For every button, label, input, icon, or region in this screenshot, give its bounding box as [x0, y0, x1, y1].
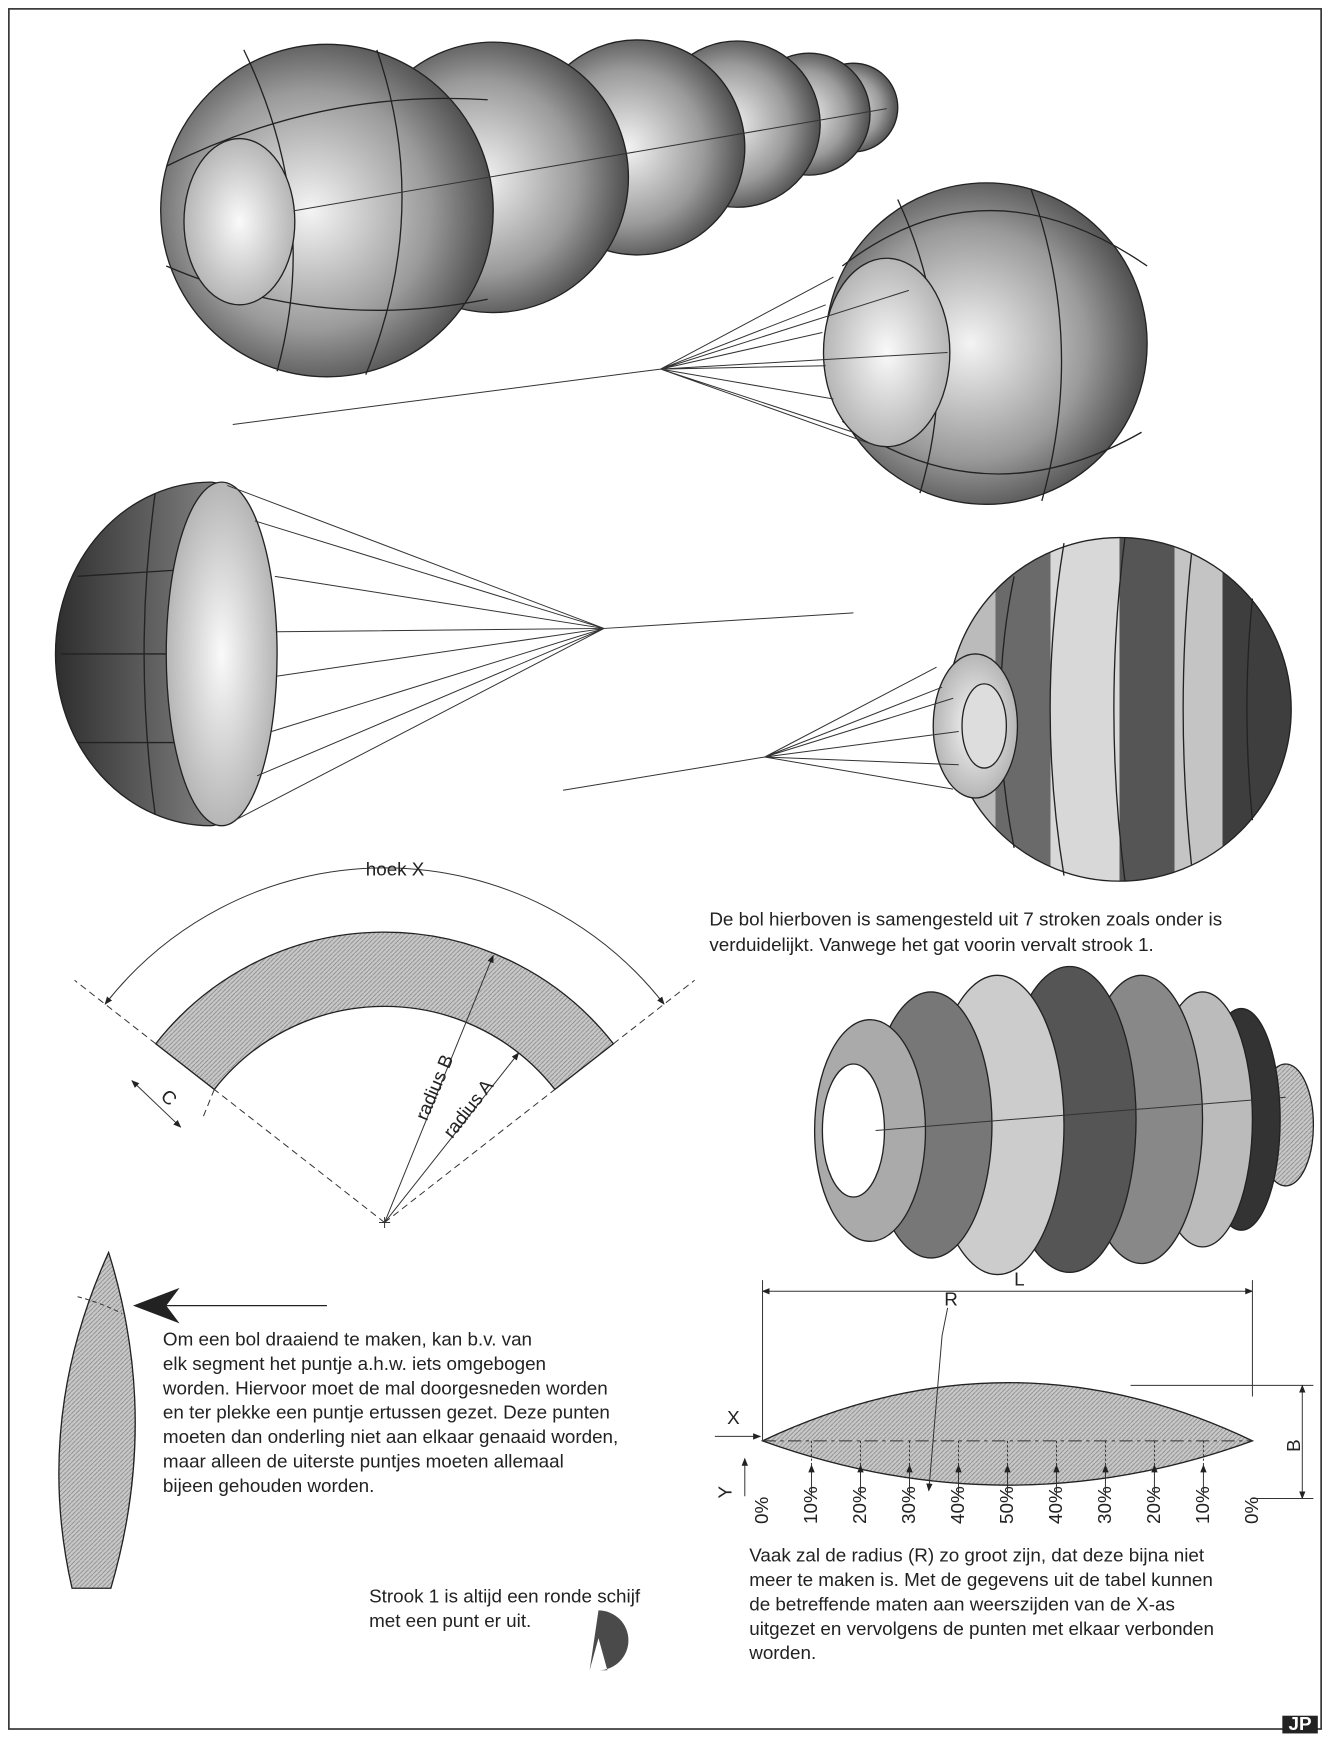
- sphere-note: De bol hierboven is samengesteld uit 7 s…: [709, 908, 1222, 954]
- diagram-page: hoek X radius B radius A C Om een bol dr…: [0, 0, 1330, 1739]
- footer-initials: JP: [1289, 1713, 1312, 1734]
- text-line: De bol hierboven is samengesteld uit 7 s…: [709, 908, 1222, 929]
- x-axis-label: X: [727, 1407, 740, 1428]
- text-line: en ter plekke een puntje ertussen gezet.…: [163, 1402, 610, 1423]
- page: hoek X radius B radius A C Om een bol dr…: [0, 0, 1330, 1739]
- text-line: met een punt er uit.: [369, 1610, 531, 1631]
- text-line: worden.: [748, 1642, 816, 1663]
- y-axis-label: Y: [715, 1485, 736, 1498]
- text-line: worden. Hiervoor moet de mal doorgesnede…: [162, 1377, 608, 1398]
- text-line: bijeen gehouden worden.: [163, 1475, 374, 1496]
- height-label: B: [1283, 1439, 1304, 1452]
- station-label: 0%: [1241, 1496, 1262, 1523]
- length-label: L: [1014, 1269, 1024, 1290]
- sphere-chain: [161, 40, 898, 377]
- station-label: 40%: [947, 1486, 968, 1524]
- station-label: 10%: [800, 1486, 821, 1524]
- text-line: Om een bol draaiend te maken, kan b.v. v…: [163, 1329, 532, 1350]
- angle-label: hoek X: [366, 859, 425, 880]
- station-label: 50%: [996, 1486, 1017, 1524]
- text-line: uitgezet en vervolgens de punten met elk…: [749, 1618, 1214, 1639]
- text-line: Vaak zal de radius (R) zo groot zijn, da…: [749, 1545, 1205, 1566]
- width-label: C: [157, 1085, 181, 1109]
- station-label: 10%: [1192, 1486, 1213, 1524]
- radius-label: R: [944, 1289, 958, 1310]
- text-line: meer te maken is. Met de gegevens uit de…: [749, 1569, 1213, 1590]
- text-line: moeten dan onderling niet aan elkaar gen…: [163, 1426, 618, 1447]
- station-label: 40%: [1045, 1486, 1066, 1524]
- text-line: verduidelijkt. Vanwege het gat voorin ve…: [709, 934, 1153, 955]
- striped-sphere: [563, 538, 1291, 882]
- station-label: 30%: [1094, 1486, 1115, 1524]
- station-label: 20%: [1143, 1486, 1164, 1524]
- exploded-strips: [815, 966, 1314, 1274]
- half-sphere-parachute: [55, 482, 853, 826]
- station-label: 20%: [849, 1486, 870, 1524]
- text-line: de betreffende maten aan weerszijden van…: [749, 1593, 1175, 1614]
- strip-arc-diagram: hoek X radius B radius A C: [75, 859, 695, 1228]
- lens-diagram: L R X Y B 0% 10% 20% 30% 40% 50% 40% 30% 20% 10% 0…: [715, 1269, 1314, 1524]
- station-label: 30%: [898, 1486, 919, 1524]
- station-label: 0%: [751, 1496, 772, 1523]
- disc-with-notch: [590, 1610, 629, 1670]
- text-line: Strook 1 is altijd een ronde schijf: [369, 1586, 641, 1607]
- spin-note: Om een bol draaiend te maken, kan b.v. v…: [162, 1329, 618, 1496]
- text-line: maar alleen de uiterste puntjes moeten a…: [163, 1450, 564, 1471]
- text-line: elk segment het puntje a.h.w. iets omgeb…: [163, 1353, 546, 1374]
- lens-note: Vaak zal de radius (R) zo groot zijn, da…: [748, 1545, 1214, 1664]
- radius-a-label: radius A: [439, 1075, 498, 1142]
